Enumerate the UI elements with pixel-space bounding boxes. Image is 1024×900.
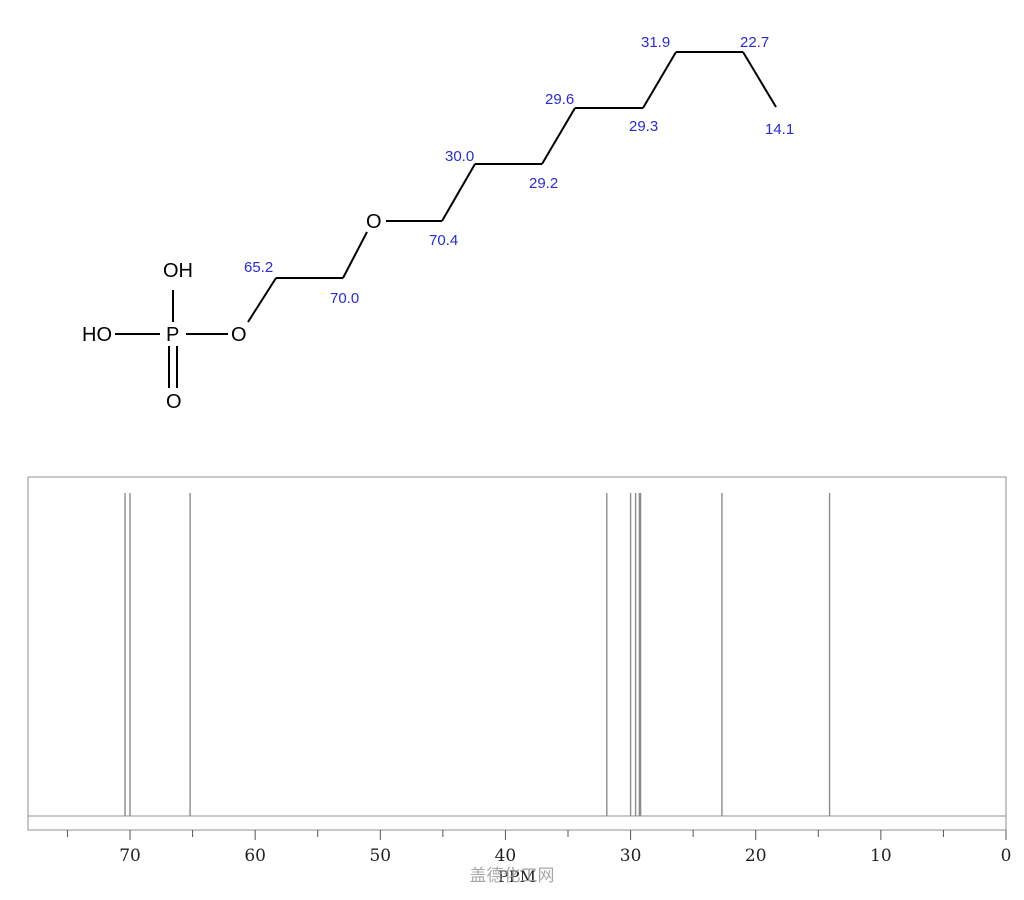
peak-group: [124, 493, 831, 816]
bond-c5-c6: [541, 107, 576, 165]
tick-label: 70: [119, 846, 141, 866]
tick-label-group: 70 60 50 40 30 20 10 0: [119, 846, 1011, 866]
spectrum-plot: 70 60 50 40 30 20 10 0 PPM: [27, 476, 1011, 886]
shift-label-c6: 29.6: [545, 91, 574, 108]
shift-label-c7: 29.3: [629, 118, 658, 135]
tick-label: 60: [244, 846, 266, 866]
atom-oh-top: OH: [163, 260, 193, 282]
bond-c3-c4: [441, 163, 476, 222]
atom-o-ester: O: [231, 324, 247, 346]
bond-c2-o: [342, 231, 368, 279]
atom-phosphorus: P: [166, 324, 179, 346]
x-axis-title: PPM: [498, 867, 536, 886]
tick-group: [66, 830, 1007, 840]
shift-label-c4: 30.0: [445, 148, 474, 165]
shift-label-c8: 31.9: [641, 34, 670, 51]
bond-o-c1: [247, 277, 277, 323]
shift-label-c5: 29.2: [529, 175, 558, 192]
bond-c9-c10: [742, 51, 777, 108]
watermark-text: 盖德化工网: [470, 866, 555, 886]
shift-label-c10: 14.1: [765, 121, 794, 138]
shift-label-c2: 70.0: [330, 290, 359, 307]
shift-label-c9: 22.7: [740, 34, 769, 51]
tick-label: 40: [495, 846, 517, 866]
atom-o-double: O: [166, 391, 182, 413]
tick-label: 10: [870, 846, 892, 866]
tick-label: 50: [369, 846, 391, 866]
atom-ho-left: HO: [82, 324, 112, 346]
shift-label-c1: 65.2: [244, 259, 273, 276]
shift-label-c3: 70.4: [429, 232, 458, 249]
bond-c7-c8: [642, 51, 677, 109]
atom-o-ether: O: [366, 211, 382, 233]
molecule-structure: OH HO P O O O 65.2 70.0 70.4 30.0 29.2 2…: [82, 34, 794, 413]
tick-label: 0: [1001, 846, 1012, 866]
tick-label: 30: [620, 846, 642, 866]
tick-label: 20: [745, 846, 767, 866]
plot-frame: [27, 476, 1007, 831]
